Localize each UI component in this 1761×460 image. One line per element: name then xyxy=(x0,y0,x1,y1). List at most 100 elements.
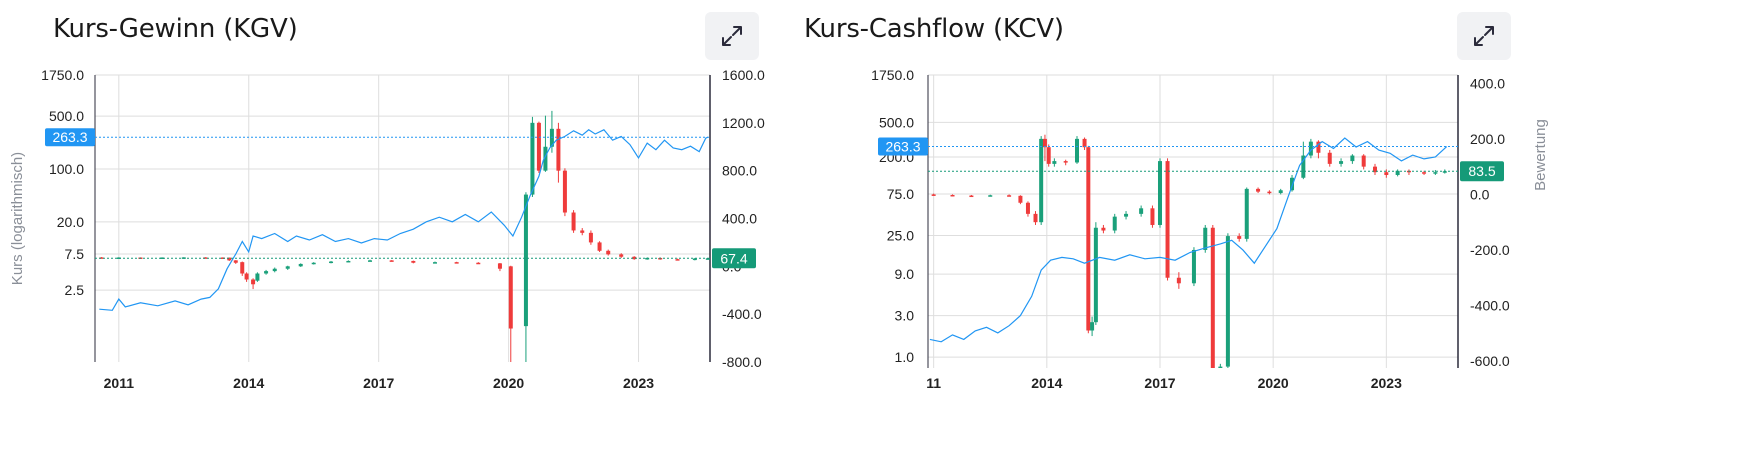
candle-body xyxy=(203,257,208,259)
right-tick-label: -600.0 xyxy=(1470,353,1510,369)
kgv-chart: 1750.0 500.0 100.0 20.0 7.5 2.5 1600.0 1200.0 80… xyxy=(9,67,765,391)
candle-body xyxy=(227,257,232,261)
candle-body xyxy=(580,230,585,233)
candle-body xyxy=(549,128,554,147)
candle-body xyxy=(160,257,165,259)
candle-body xyxy=(1007,195,1012,197)
candle-body xyxy=(1225,236,1230,367)
candle-body xyxy=(272,268,277,272)
candle-body xyxy=(476,262,481,265)
candle-body xyxy=(1052,161,1057,164)
left-tick-label: 1.0 xyxy=(895,349,915,365)
candle-body xyxy=(705,258,710,260)
right-tick-label: 200.0 xyxy=(1470,131,1505,147)
candle-body xyxy=(606,250,611,255)
x-tick-label: 2011 xyxy=(104,375,135,391)
right-tick-label: -200.0 xyxy=(1470,242,1510,258)
candle-body xyxy=(298,263,303,267)
candle-body xyxy=(116,257,121,259)
candle-body xyxy=(432,262,437,264)
candle-body xyxy=(1290,177,1295,191)
candle-body xyxy=(597,242,602,251)
candle-body xyxy=(251,279,256,285)
candle-body xyxy=(969,195,974,198)
left-tick-label: 25.0 xyxy=(887,228,914,244)
plot-group: 1750.0 500.0 100.0 20.0 7.5 2.5 1600.0 1200.0 80… xyxy=(9,67,765,391)
x-tick-label: 2017 xyxy=(363,375,394,391)
candle-body xyxy=(1327,152,1332,164)
kcv-chart: 1750.0 500.0 200.0 75.0 25.0 9.0 3.0 1.0 400.0 20… xyxy=(871,67,1549,391)
plot-area xyxy=(99,110,710,362)
candle-body xyxy=(1176,277,1181,284)
candle-body xyxy=(692,258,697,261)
plot-group: 1750.0 500.0 200.0 75.0 25.0 9.0 3.0 1.0 400.0 20… xyxy=(871,67,1549,391)
candle-body xyxy=(1433,172,1438,174)
right-tick-label: 400.0 xyxy=(1470,75,1505,91)
valuation-badge xyxy=(712,248,756,269)
kcv-panel: Kurs-Cashflow (KCV) 1750.0 500.0 200.0 75.0… xyxy=(804,0,1761,460)
candle-body xyxy=(1157,161,1162,225)
candle-body xyxy=(1025,202,1030,214)
candle-body xyxy=(1244,188,1249,239)
left-tick-label: 1750.0 xyxy=(41,67,84,83)
x-tick-label: 2014 xyxy=(1031,375,1062,391)
expand-button[interactable] xyxy=(705,12,759,60)
candle-body xyxy=(530,122,535,195)
x-tick-label: 2020 xyxy=(1258,375,1289,391)
candle-body xyxy=(1101,227,1106,231)
x-tick-label: 2023 xyxy=(623,375,654,391)
candle-body xyxy=(1203,227,1208,250)
right-tick-label: -800.0 xyxy=(722,354,762,370)
candle-body xyxy=(1046,147,1051,164)
candle-body xyxy=(285,266,290,269)
left-tick-label: 3.0 xyxy=(895,308,915,324)
kgv-panel: Kurs-Gewinn (KGV) 1750.0 500.0 100.0 20.0 7.… xyxy=(0,0,880,460)
candle-body xyxy=(1339,161,1344,164)
candle-body xyxy=(244,273,249,280)
candle-body xyxy=(1082,138,1087,148)
left-tick-label: 1750.0 xyxy=(871,67,914,83)
candle-body xyxy=(1308,141,1313,156)
candle-body xyxy=(556,128,561,171)
candle-body xyxy=(950,194,955,197)
left-tick-label: 2.5 xyxy=(65,282,85,298)
right-tick-label: -400.0 xyxy=(722,306,762,322)
candle-body xyxy=(1361,155,1366,167)
right-tick-label: 1200.0 xyxy=(722,115,765,131)
expand-button[interactable] xyxy=(1457,12,1511,60)
right-tick-label: 800.0 xyxy=(722,163,757,179)
x-tick-label: 2023 xyxy=(1371,375,1402,391)
candle-body xyxy=(1373,166,1378,173)
left-tick-label: 7.5 xyxy=(65,246,85,262)
candle-body xyxy=(329,261,334,264)
candle-body xyxy=(389,260,394,262)
candle-body xyxy=(1063,161,1068,163)
candle-body xyxy=(1256,188,1261,192)
candle-body xyxy=(240,262,245,274)
candle-body xyxy=(220,257,225,259)
left-tick-label: 500.0 xyxy=(49,108,84,124)
candle-body xyxy=(1150,208,1155,225)
x-tick-label: 11 xyxy=(926,375,941,391)
price-badge-label: 263.3 xyxy=(52,129,87,145)
price-badge xyxy=(45,128,95,147)
price-line xyxy=(929,137,1448,343)
left-tick-label: 20.0 xyxy=(57,214,84,230)
plot-area xyxy=(929,134,1448,368)
candle-body xyxy=(454,262,459,264)
candle-body xyxy=(233,260,238,263)
right-tick-label: 0.0 xyxy=(1470,186,1490,202)
price-line xyxy=(99,129,709,311)
candle-body xyxy=(1039,138,1044,223)
x-tick-label: 2017 xyxy=(1144,375,1175,391)
x-tick-label: 2014 xyxy=(233,375,264,391)
left-axis-title: Kurs (logarithmisch) xyxy=(9,152,26,285)
candle-body xyxy=(1042,138,1047,148)
price-badge xyxy=(878,137,928,156)
right-tick-label: 400.0 xyxy=(722,211,757,227)
candle-body xyxy=(1350,155,1355,162)
candle-body xyxy=(1090,322,1095,331)
candle-body xyxy=(1086,147,1091,331)
candle-body xyxy=(1218,366,1223,368)
panel-title: Kurs-Cashflow (KCV) xyxy=(804,14,1064,44)
